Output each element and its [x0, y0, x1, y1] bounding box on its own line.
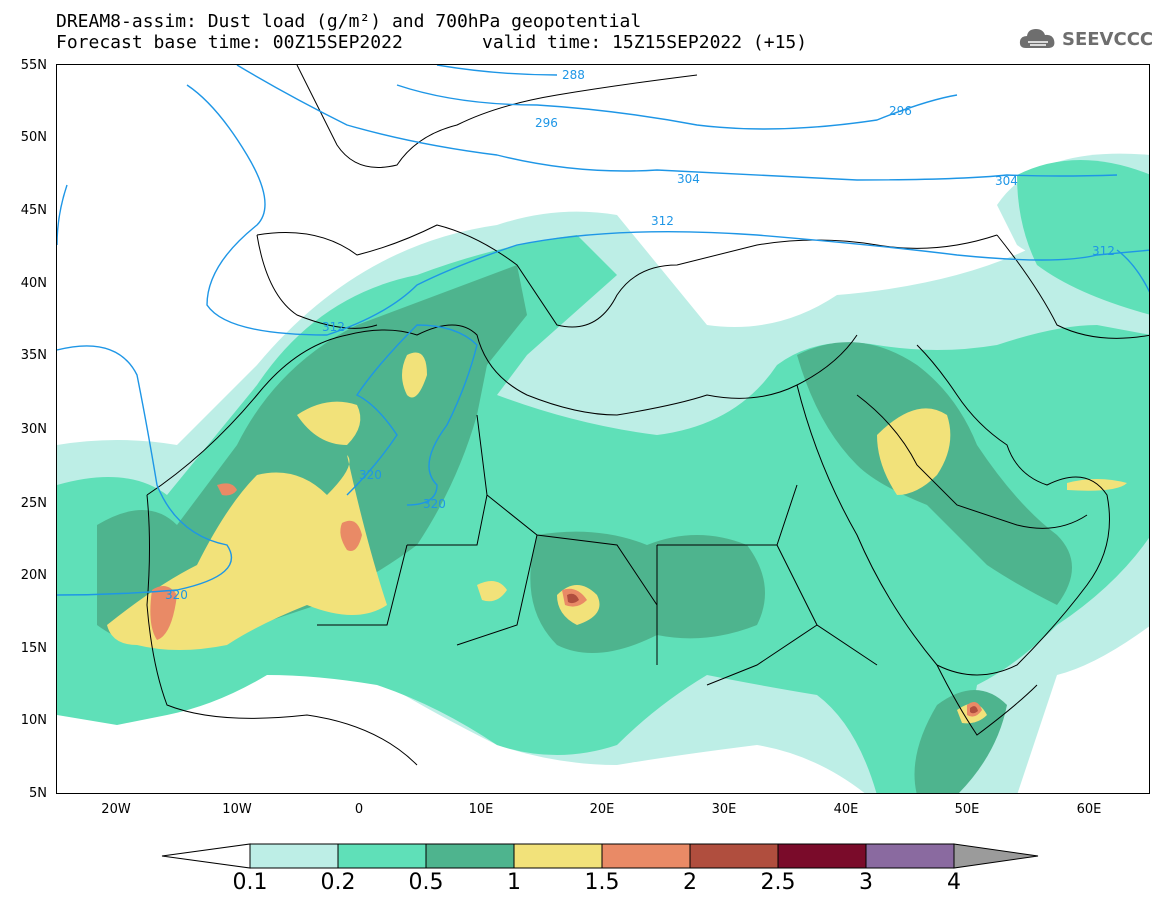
colorbar-swatch	[777, 843, 867, 869]
geopotential-contours	[57, 65, 1149, 596]
lat-label: 20N	[20, 568, 47, 583]
forecast-base-time: Forecast base time: 00Z15SEP2022	[56, 32, 403, 53]
lon-label: 40E	[833, 802, 859, 817]
contour-label: 304	[677, 172, 700, 186]
colorbar-swatch	[865, 843, 955, 869]
colorbar-tick: 1	[507, 870, 521, 895]
colorbar-tick: 0.2	[320, 870, 356, 895]
colorbar-swatch	[689, 843, 779, 869]
lon-label: 60E	[1076, 802, 1102, 817]
contour-label: 304	[995, 174, 1018, 188]
lat-label: 45N	[20, 203, 47, 218]
colorbar-tick: 4	[947, 870, 961, 895]
lat-label: 5N	[29, 786, 47, 801]
lon-label: 50E	[954, 802, 980, 817]
lat-label: 55N	[20, 58, 47, 73]
colorbar-lower-arrow	[161, 843, 251, 869]
contour-label: 320	[165, 588, 188, 602]
lon-label: 30E	[711, 802, 737, 817]
colorbar-tick: 0.5	[408, 870, 444, 895]
colorbar-swatch	[513, 843, 603, 869]
colorbar-tick: 2.5	[760, 870, 796, 895]
colorbar-tick: 1.5	[584, 870, 620, 895]
dust-level-1	[107, 352, 1127, 724]
contour-label: 288	[562, 68, 585, 82]
dust-load-map: 288 296 296 304 304 312 312 312 320 320 …	[56, 64, 1150, 794]
lon-label: 10W	[222, 802, 252, 817]
valid-time: valid time: 15Z15SEP2022 (+15)	[482, 32, 808, 53]
map-canvas: 288 296 296 304 304 312 312 312 320 320 …	[57, 65, 1149, 793]
colorbar-swatch	[337, 843, 427, 869]
lat-label: 10N	[20, 713, 47, 728]
logo-text: SEEVCCC	[1062, 28, 1154, 50]
contour-label: 320	[423, 497, 446, 511]
colorbar-upper-arrow	[953, 843, 1039, 869]
lon-label: 20W	[101, 802, 131, 817]
colorbar-tick: 0.1	[232, 870, 268, 895]
contour-label: 312	[322, 320, 345, 334]
contour-label: 296	[535, 116, 558, 130]
lat-label: 25N	[20, 496, 47, 511]
lat-label: 30N	[20, 422, 47, 437]
lat-label: 40N	[20, 276, 47, 291]
contour-label: 312	[651, 214, 674, 228]
colorbar-tick: 2	[683, 870, 697, 895]
lat-label: 15N	[20, 641, 47, 656]
lon-label: 0	[354, 802, 364, 817]
colorbar-swatch	[249, 843, 339, 869]
colorbar	[161, 843, 1039, 869]
map-title: DREAM8-assim: Dust load (g/m²) and 700hP…	[56, 11, 642, 32]
seevccc-logo: SEEVCCC	[1018, 24, 1153, 54]
colorbar-tick: 3	[859, 870, 873, 895]
lat-label: 35N	[20, 348, 47, 363]
lat-label: 50N	[20, 130, 47, 145]
contour-label: 312	[1092, 244, 1115, 258]
dust-level-2	[567, 593, 978, 714]
cloud-icon	[1019, 29, 1055, 48]
colorbar-swatch	[425, 843, 515, 869]
lon-label: 10E	[468, 802, 494, 817]
lon-label: 20E	[589, 802, 615, 817]
colorbar-swatch	[601, 843, 691, 869]
contour-label: 296	[889, 104, 912, 118]
contour-label: 320	[359, 468, 382, 482]
coastlines	[146, 65, 1149, 766]
